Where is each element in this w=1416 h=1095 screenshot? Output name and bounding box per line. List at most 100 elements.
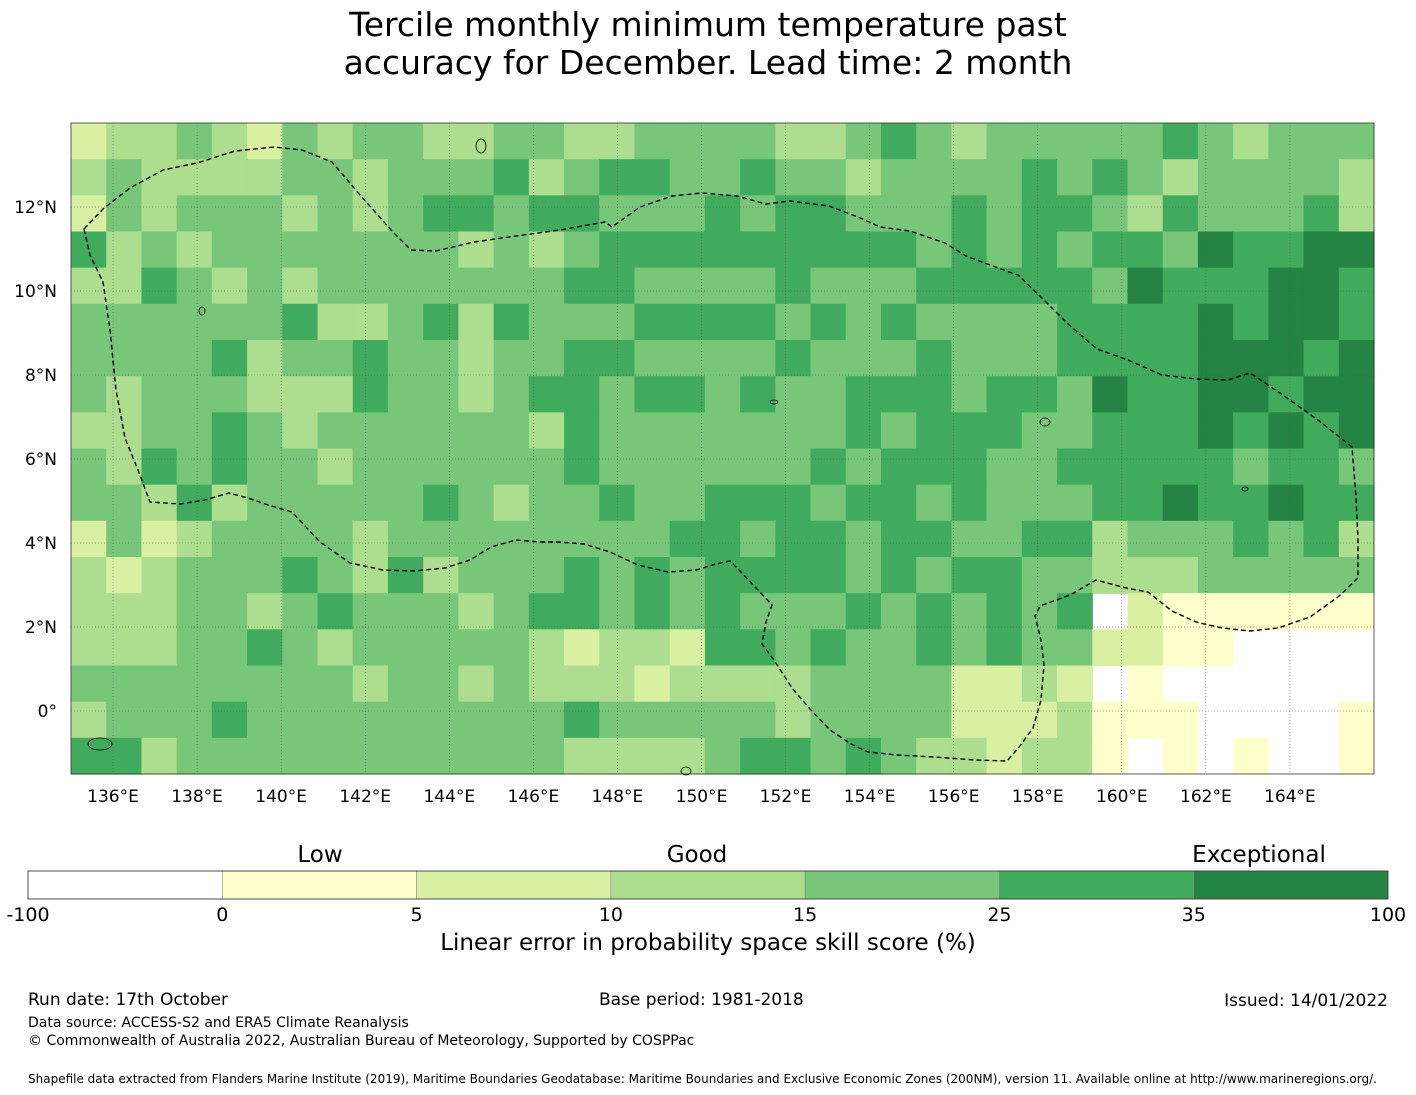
skill-cell bbox=[247, 412, 283, 450]
skill-cell bbox=[599, 123, 636, 160]
skill-cell bbox=[704, 123, 741, 160]
skill-cell bbox=[1057, 412, 1093, 450]
skill-cell bbox=[1021, 448, 1058, 486]
colorbar-bin bbox=[27, 870, 223, 900]
skill-cell bbox=[317, 340, 354, 377]
skill-cell bbox=[704, 340, 741, 377]
skill-cell bbox=[387, 737, 424, 775]
skill-cell bbox=[810, 629, 847, 667]
skill-cell bbox=[1021, 629, 1058, 667]
skill-cell bbox=[352, 267, 389, 305]
skill-cell bbox=[634, 448, 671, 486]
skill-cell bbox=[1268, 340, 1305, 377]
skill-cell bbox=[528, 376, 565, 413]
skill-cell bbox=[1057, 340, 1093, 377]
skill-cell bbox=[1127, 303, 1164, 341]
skill-cell bbox=[317, 231, 354, 269]
skill-cell bbox=[282, 412, 319, 450]
skill-grid bbox=[71, 123, 1375, 775]
skill-cell bbox=[740, 629, 776, 667]
skill-cell bbox=[528, 557, 565, 594]
skill-cell bbox=[775, 520, 812, 558]
skill-cell bbox=[1021, 593, 1058, 630]
skill-cell bbox=[1303, 520, 1340, 558]
skill-cell bbox=[141, 665, 178, 703]
skill-cell bbox=[493, 665, 530, 703]
skill-cell bbox=[458, 412, 495, 450]
skill-cell bbox=[1092, 123, 1129, 160]
skill-cell bbox=[352, 448, 389, 486]
skill-cell bbox=[986, 195, 1023, 233]
skill-cell bbox=[1197, 159, 1234, 196]
skill-cell bbox=[247, 195, 283, 233]
skill-cell bbox=[986, 484, 1023, 522]
skill-cell bbox=[1268, 412, 1305, 450]
skill-cell bbox=[1197, 231, 1234, 269]
skill-cell bbox=[141, 303, 178, 341]
skill-cell bbox=[493, 484, 530, 522]
skill-cell bbox=[282, 267, 319, 305]
skill-cell bbox=[1021, 557, 1058, 594]
skill-cell bbox=[458, 267, 495, 305]
skill-cell bbox=[317, 267, 354, 305]
skill-cell bbox=[634, 195, 671, 233]
skill-cell bbox=[916, 267, 953, 305]
skill-cell bbox=[71, 629, 107, 667]
skill-cell bbox=[493, 376, 530, 413]
skill-cell bbox=[71, 303, 107, 341]
skill-cell bbox=[282, 340, 319, 377]
skill-cell bbox=[951, 267, 988, 305]
skill-cell bbox=[810, 267, 847, 305]
skill-cell bbox=[951, 629, 988, 667]
skill-cell bbox=[810, 195, 847, 233]
skill-cell bbox=[634, 701, 671, 739]
skill-cell bbox=[176, 376, 213, 413]
skill-cell bbox=[423, 737, 459, 775]
skill-cell bbox=[71, 665, 107, 703]
skill-cell bbox=[634, 557, 671, 594]
skill-cell bbox=[1303, 484, 1340, 522]
skill-cell bbox=[1197, 303, 1234, 341]
skill-cell bbox=[176, 557, 213, 594]
skill-cell bbox=[317, 484, 354, 522]
skill-cell bbox=[916, 159, 953, 196]
skill-cell bbox=[1303, 303, 1340, 341]
skill-cell bbox=[810, 484, 847, 522]
skill-cell bbox=[669, 231, 706, 269]
skill-cell bbox=[282, 303, 319, 341]
skill-cell bbox=[528, 267, 565, 305]
skill-cell bbox=[247, 303, 283, 341]
colorbar-tick-label: 100 bbox=[1370, 904, 1406, 926]
skill-cell bbox=[247, 448, 283, 486]
skill-cell bbox=[1127, 123, 1164, 160]
colorbar-bin bbox=[416, 870, 612, 900]
skill-cell bbox=[176, 520, 213, 558]
skill-cell bbox=[423, 340, 459, 377]
skill-cell bbox=[1127, 557, 1164, 594]
skill-cell bbox=[1057, 629, 1093, 667]
skill-cell bbox=[176, 195, 213, 233]
skill-cell bbox=[211, 484, 248, 522]
skill-cell bbox=[211, 159, 248, 196]
skill-cell bbox=[986, 629, 1023, 667]
skill-cell bbox=[1021, 376, 1058, 413]
skill-cell bbox=[986, 123, 1023, 160]
skill-cell bbox=[775, 123, 812, 160]
skill-cell bbox=[458, 484, 495, 522]
skill-cell bbox=[740, 123, 776, 160]
skill-cell bbox=[1162, 376, 1199, 413]
skill-cell bbox=[951, 412, 988, 450]
skill-cell bbox=[845, 665, 882, 703]
skill-cell bbox=[176, 593, 213, 630]
skill-cell bbox=[740, 701, 776, 739]
skill-cell bbox=[986, 231, 1023, 269]
skill-cell bbox=[458, 303, 495, 341]
skill-cell bbox=[317, 412, 354, 450]
skill-cell bbox=[599, 557, 636, 594]
skill-cell bbox=[951, 340, 988, 377]
skill-cell bbox=[880, 376, 917, 413]
skill-cell bbox=[1127, 267, 1164, 305]
skill-cell bbox=[106, 557, 143, 594]
skill-cell bbox=[1092, 484, 1129, 522]
skill-cell bbox=[106, 629, 143, 667]
